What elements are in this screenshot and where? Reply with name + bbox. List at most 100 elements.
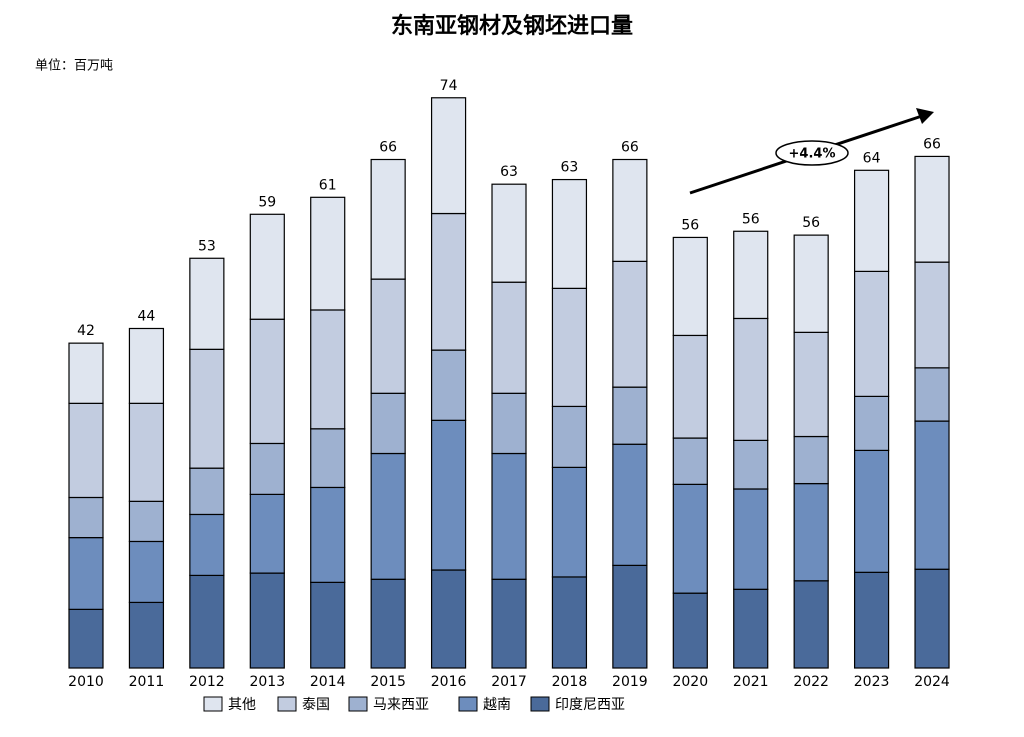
bar-segment [310, 309, 346, 430]
x-tick-label: 2020 [672, 674, 708, 690]
total-label: 63 [561, 160, 579, 176]
x-tick-label: 2016 [431, 674, 467, 690]
bar-segment [612, 386, 648, 445]
bar-segment [853, 571, 890, 669]
x-tick-label: 2024 [914, 674, 950, 690]
arrow-head [916, 108, 934, 124]
bar-segment [249, 442, 285, 495]
bar-segment [793, 482, 829, 582]
bar-segment [914, 420, 950, 570]
bar-segment [733, 317, 769, 441]
bar-segment [793, 331, 829, 438]
total-label: 59 [258, 194, 276, 210]
bar-segment [128, 500, 165, 543]
legend-label: 越南 [483, 697, 511, 713]
bar-segment [430, 419, 467, 571]
bar-segment [491, 183, 527, 283]
bar-segment [672, 437, 708, 485]
chart-title: 东南亚钢材及钢坯进口量 [391, 13, 633, 39]
total-label: 56 [742, 211, 760, 227]
bar-segment [672, 483, 708, 594]
bar-segment [733, 439, 769, 490]
bar-segment [793, 234, 829, 333]
bar-segment [189, 348, 225, 469]
bar-segment [128, 601, 165, 669]
total-label: 66 [621, 140, 639, 156]
bar-segment [551, 405, 588, 468]
bar-segment [249, 213, 285, 320]
bar-segment [249, 318, 285, 445]
legend-label: 泰国 [302, 697, 330, 713]
bar-segment [370, 278, 406, 394]
bar-segment [370, 392, 406, 455]
bar-segment [430, 349, 467, 421]
total-label: 66 [379, 140, 397, 156]
legend-label: 其他 [228, 697, 256, 713]
x-tick-label: 2022 [793, 674, 829, 690]
bar-segment [189, 467, 225, 516]
bar-segment [249, 572, 285, 669]
x-tick-label: 2012 [189, 674, 225, 690]
bar-segment [612, 443, 648, 566]
bar-segment [491, 578, 527, 669]
bar-segment [733, 488, 769, 590]
x-tick-label: 2015 [370, 674, 406, 690]
bar-segment [491, 281, 527, 394]
bar-segment [491, 392, 527, 455]
legend-swatch [458, 696, 478, 712]
total-label: 56 [802, 215, 820, 231]
x-tick-label: 2014 [310, 674, 346, 690]
total-label: 74 [440, 78, 458, 94]
bar-segment [370, 578, 406, 669]
x-tick-label: 2017 [491, 674, 527, 690]
bar-segment [68, 536, 104, 610]
bar-segment [310, 486, 346, 583]
x-tick-label: 2021 [733, 674, 769, 690]
bar-segment [672, 334, 708, 439]
bar-segment [612, 260, 648, 388]
bar-segment [68, 402, 104, 499]
bar-segment [430, 212, 467, 351]
total-label: 64 [863, 150, 881, 166]
bar-segment [914, 155, 950, 263]
total-label: 42 [77, 323, 95, 339]
x-tick-label: 2011 [129, 674, 165, 690]
bar-segment [914, 261, 950, 369]
legend-swatch [530, 696, 550, 712]
bar-segment [310, 428, 346, 489]
bar-segment [853, 169, 890, 272]
total-label: 53 [198, 238, 216, 254]
legend-label: 马来西亚 [373, 697, 429, 713]
legend-swatch [277, 696, 297, 712]
bar-segment [68, 496, 104, 539]
bar-segment [370, 158, 406, 280]
bar-segment [310, 196, 346, 311]
total-label: 44 [138, 308, 156, 324]
legend-swatch [203, 696, 223, 712]
x-tick-label: 2010 [68, 674, 104, 690]
bar-segment [128, 540, 165, 604]
bar-segment [551, 466, 588, 578]
unit-label: 单位：百万吨 [35, 59, 113, 74]
bar-segment [853, 449, 890, 573]
total-label: 56 [681, 217, 699, 233]
bar-segment [310, 581, 346, 669]
bar-segment [249, 493, 285, 574]
bar-segment [189, 574, 225, 669]
bar-segment [672, 592, 708, 669]
bar-segment [914, 568, 950, 669]
bar-segment [430, 569, 467, 669]
bar-segment [672, 236, 708, 337]
total-label: 63 [500, 164, 518, 180]
legend-swatch [348, 696, 368, 712]
total-label: 61 [319, 177, 337, 193]
bar-segment [551, 576, 588, 669]
bar-segment [430, 97, 467, 215]
bar-segment [128, 402, 165, 502]
x-tick-label: 2023 [854, 674, 890, 690]
bar-segment [914, 367, 950, 422]
annotation-bubble [775, 140, 849, 166]
bar-segment [551, 178, 588, 289]
bar-segment [853, 270, 890, 397]
